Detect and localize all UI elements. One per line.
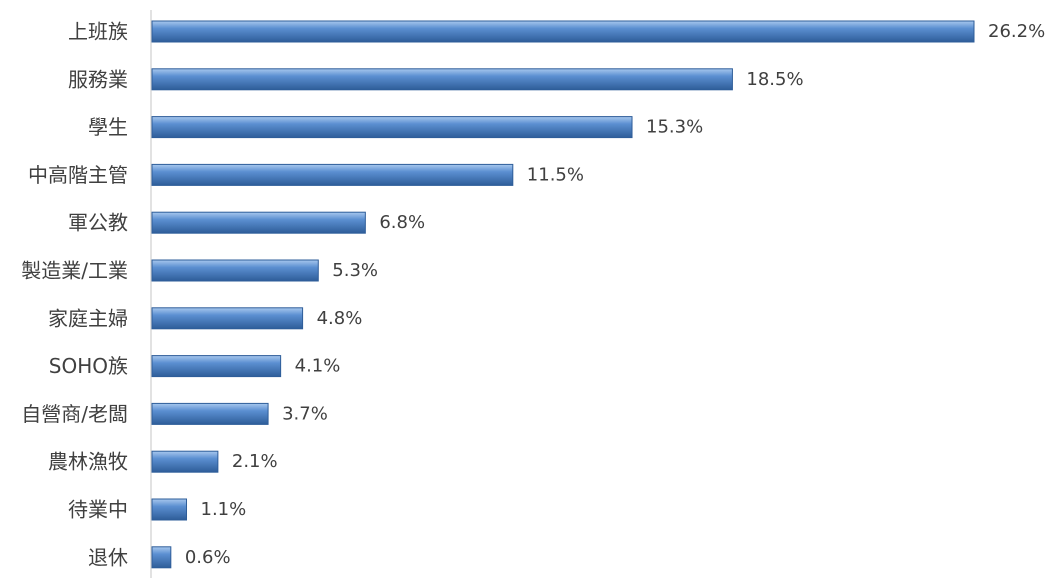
bars-group: 上班族 26.2% 服務業 18.5% 學生 15.3% 中高階主管 11.5% 軍公教 6.8%… (21, 20, 1045, 570)
category-label: 中高階主管 (28, 163, 128, 187)
bar (151, 116, 633, 139)
bar (151, 211, 366, 234)
value-label: 18.5% (746, 69, 803, 90)
category-label: 農林漁牧 (48, 450, 128, 474)
category-label: 待業中 (68, 498, 128, 522)
category-label: 軍公教 (68, 211, 128, 235)
category-label: 退休 (88, 545, 128, 569)
value-label: 26.2% (988, 21, 1045, 42)
bar (151, 546, 172, 569)
bar (151, 68, 733, 91)
bar (151, 20, 975, 43)
category-label: SOHO族 (49, 354, 128, 378)
category-label: 上班族 (68, 20, 128, 44)
bar (151, 307, 304, 330)
category-label: 製造業/工業 (21, 259, 128, 283)
value-label: 4.8% (317, 308, 363, 329)
value-label: 15.3% (646, 117, 703, 138)
category-label: 服務業 (68, 67, 128, 91)
value-label: 2.1% (232, 451, 278, 472)
value-label: 6.8% (379, 212, 425, 233)
bar (151, 450, 219, 473)
value-label: 3.7% (282, 403, 328, 424)
value-label: 1.1% (201, 499, 247, 520)
category-label: 家庭主婦 (48, 306, 128, 330)
value-label: 11.5% (527, 164, 584, 185)
value-label: 4.1% (295, 356, 341, 377)
bar (151, 402, 269, 425)
bar (151, 498, 188, 521)
category-label: 自營商/老闆 (21, 402, 128, 426)
value-label: 5.3% (332, 260, 378, 281)
value-label: 0.6% (185, 547, 231, 568)
bar (151, 163, 514, 186)
category-label: 學生 (88, 115, 128, 139)
bar (151, 355, 282, 378)
bar (151, 259, 319, 282)
